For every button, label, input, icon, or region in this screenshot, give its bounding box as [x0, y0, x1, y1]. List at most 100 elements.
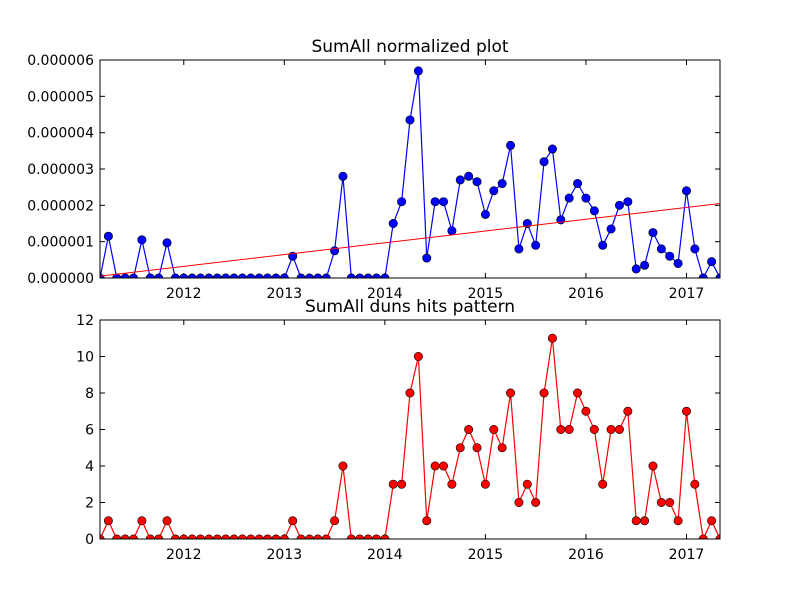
data-point [137, 516, 147, 526]
data-point [564, 193, 574, 203]
data-point [681, 406, 691, 416]
x-tick-label: 2017 [669, 547, 705, 563]
data-point [531, 240, 541, 250]
y-tick-label: 0.000001 [27, 235, 94, 251]
data-point [539, 388, 549, 398]
data-point [330, 246, 340, 256]
data-point [573, 388, 583, 398]
data-point [430, 461, 440, 471]
x-tick-label: 2014 [367, 547, 403, 563]
data-point [447, 226, 457, 236]
x-tick-label: 2014 [367, 286, 403, 302]
trend-line [100, 203, 720, 277]
y-tick-label: 8 [85, 386, 94, 402]
data-point [547, 144, 557, 154]
data-point [547, 333, 557, 343]
data-point [564, 424, 574, 434]
data-point [631, 264, 641, 274]
data-point [640, 260, 650, 270]
data-point [422, 253, 432, 263]
x-tick-label: 2012 [166, 547, 202, 563]
data-point [623, 197, 633, 207]
axes-border [99, 59, 721, 279]
chart-title: SumAll duns hits pattern [305, 297, 515, 317]
data-point [707, 516, 717, 526]
data-point [581, 193, 591, 203]
data-point [556, 424, 566, 434]
data-point [413, 66, 423, 76]
y-tick-label: 12 [76, 313, 94, 329]
y-tick-label: 0.000000 [27, 271, 94, 287]
y-tick-label: 4 [85, 459, 94, 475]
data-point [673, 258, 683, 268]
chart-normalized-plot: SumAll normalized plot 0.000000 0.000001 0.… [27, 37, 721, 302]
data-point [707, 257, 717, 267]
data-point [656, 244, 666, 254]
data-point [589, 424, 599, 434]
data-point [388, 479, 398, 489]
data-point [464, 171, 474, 181]
data-point [413, 351, 423, 361]
data-point [690, 479, 700, 489]
data-point [472, 177, 482, 187]
data-point [338, 171, 348, 181]
data-point [606, 424, 616, 434]
data-point [472, 443, 482, 453]
data-point [388, 219, 398, 229]
x-tick-label: 2012 [166, 286, 202, 302]
data-point [665, 497, 675, 507]
data-point [648, 461, 658, 471]
chart-duns-hits-pattern: SumAll duns hits pattern 0 2 4 6 8 10 12 2012 201… [76, 297, 721, 563]
x-tick-label: 2016 [568, 547, 604, 563]
data-point [103, 516, 113, 526]
y-tick-label: 0.000006 [27, 53, 94, 69]
y-tick-label: 0.000005 [27, 89, 94, 105]
data-point [690, 244, 700, 254]
y-tick-label: 10 [76, 350, 94, 366]
data-point [162, 238, 172, 248]
data-point [598, 479, 608, 489]
data-point [497, 443, 507, 453]
data-point [681, 186, 691, 196]
x-tick-label: 2015 [468, 286, 504, 302]
data-point [665, 251, 675, 261]
x-tick-label: 2016 [568, 286, 604, 302]
axes-frame [99, 59, 721, 279]
x-tick-label: 2017 [669, 286, 705, 302]
x-tick-label: 2015 [468, 547, 504, 563]
data-point [497, 179, 507, 189]
data-point [606, 224, 616, 234]
x-tick-label: 2013 [267, 547, 303, 563]
data-point [162, 516, 172, 526]
y-tick-label: 0.000002 [27, 198, 94, 214]
data-point [330, 516, 340, 526]
data-point [539, 157, 549, 167]
data-point [589, 206, 599, 216]
data-point [103, 231, 113, 241]
data-point [573, 179, 583, 189]
plot-area [100, 333, 720, 539]
data-point [489, 424, 499, 434]
data-point [673, 516, 683, 526]
data-point [506, 388, 516, 398]
axes-border [99, 319, 721, 540]
y-tick-label: 2 [85, 496, 94, 512]
data-point [439, 197, 449, 207]
axes-frame [99, 319, 721, 540]
data-point [531, 497, 541, 507]
data-point [397, 197, 407, 207]
data-point [422, 516, 432, 526]
data-point [439, 461, 449, 471]
data-point [447, 479, 457, 489]
data-point [137, 235, 147, 245]
y-tick-label: 0 [85, 532, 94, 548]
data-point [455, 443, 465, 453]
data-point [397, 479, 407, 489]
data-point [288, 516, 298, 526]
data-point [514, 497, 524, 507]
data-point [514, 244, 524, 254]
plot-area [100, 66, 720, 278]
y-tick-label: 6 [85, 423, 94, 439]
data-point [464, 424, 474, 434]
